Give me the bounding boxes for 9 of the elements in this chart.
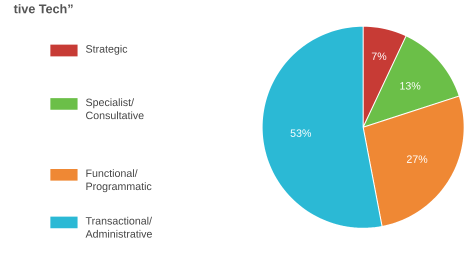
legend-label: Transactional/ Administrative	[86, 216, 152, 238]
legend-label: Functional/ Programmatic	[86, 169, 152, 192]
data-label: 53%	[290, 129, 312, 137]
chart-title: tive Tech”	[14, 4, 73, 14]
data-label: 27%	[406, 155, 428, 163]
data-label: 7%	[372, 52, 386, 60]
legend-label: Specialist/ Consultative	[86, 98, 144, 120]
data-label: 13%	[400, 82, 420, 90]
legend-label: Strategic	[86, 44, 128, 55]
